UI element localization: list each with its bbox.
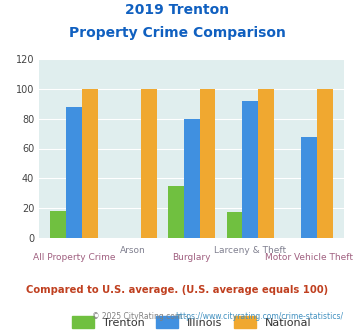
Text: Larceny & Theft: Larceny & Theft xyxy=(214,246,286,255)
Bar xyxy=(184,119,200,238)
Bar xyxy=(168,185,184,238)
Bar xyxy=(317,89,333,238)
Text: © 2025 CityRating.com -: © 2025 CityRating.com - xyxy=(92,312,190,321)
Text: Motor Vehicle Theft: Motor Vehicle Theft xyxy=(265,253,353,262)
Text: Property Crime Comparison: Property Crime Comparison xyxy=(69,26,286,40)
Bar xyxy=(50,211,66,238)
Text: All Property Crime: All Property Crime xyxy=(33,253,115,262)
Text: 2019 Trenton: 2019 Trenton xyxy=(125,3,230,17)
Bar xyxy=(242,101,258,238)
Legend: Trenton, Illinois, National: Trenton, Illinois, National xyxy=(66,311,317,330)
Bar xyxy=(258,89,274,238)
Text: Compared to U.S. average. (U.S. average equals 100): Compared to U.S. average. (U.S. average … xyxy=(26,285,329,295)
Bar xyxy=(226,213,242,238)
Text: https://www.cityrating.com/crime-statistics/: https://www.cityrating.com/crime-statist… xyxy=(176,312,344,321)
Text: Arson: Arson xyxy=(120,246,146,255)
Bar xyxy=(141,89,157,238)
Bar xyxy=(66,107,82,238)
Bar xyxy=(82,89,98,238)
Bar xyxy=(301,137,317,238)
Text: Burglary: Burglary xyxy=(173,253,211,262)
Bar xyxy=(200,89,215,238)
